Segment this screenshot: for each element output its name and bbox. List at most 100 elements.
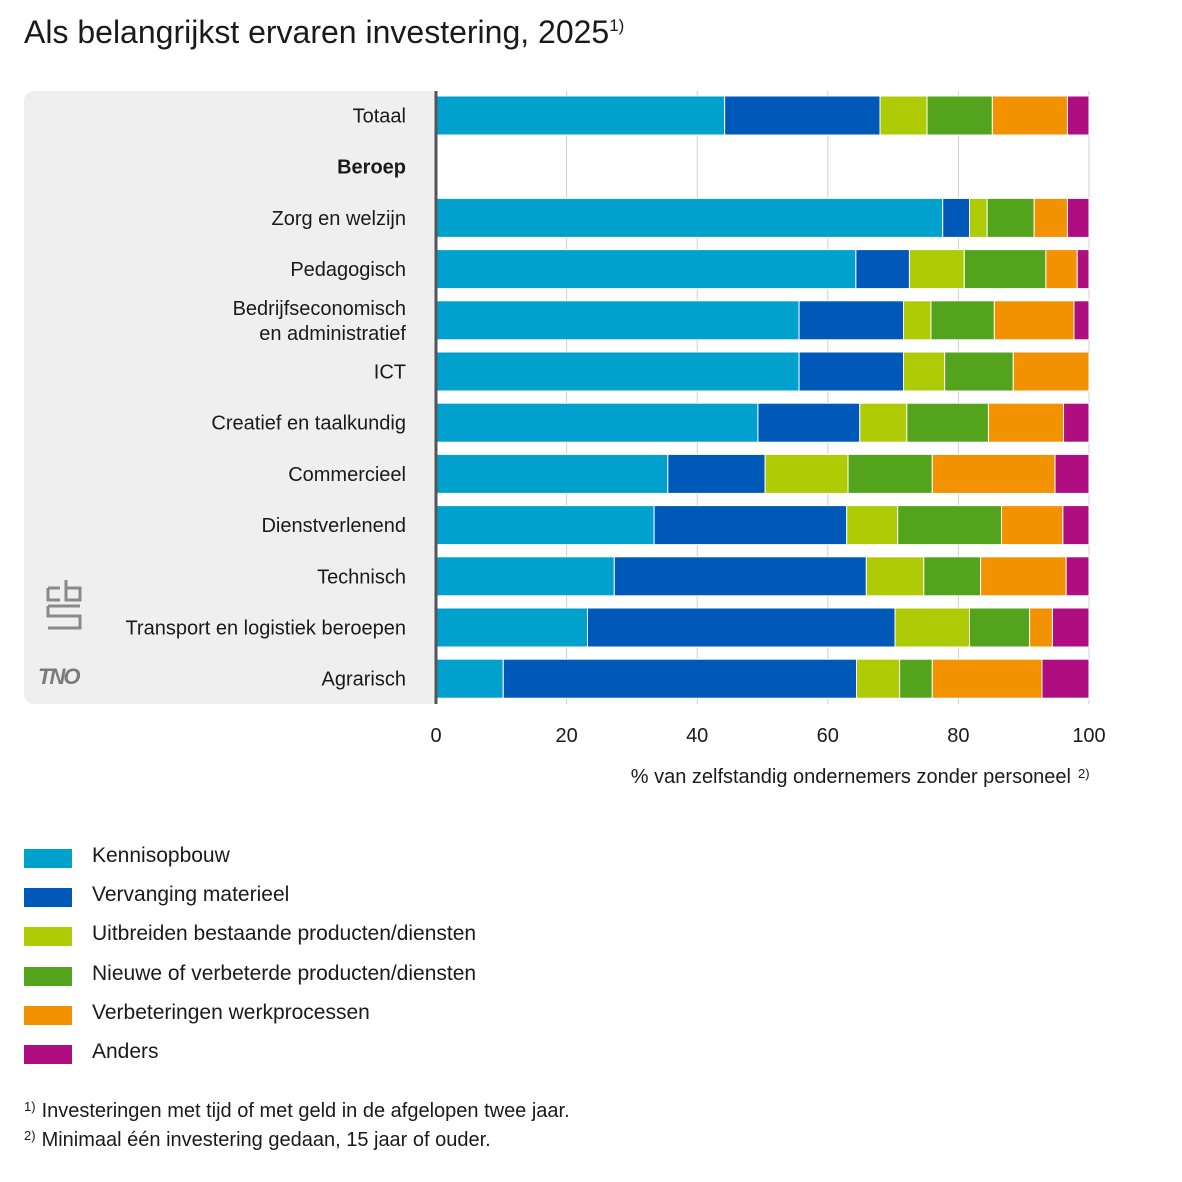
category-label-8: Dienstverlenend bbox=[261, 515, 406, 537]
category-labels: Totaal Beroep Zorg en welzijn Pedagogisch Be… bbox=[125, 106, 406, 691]
legend-label-1: Vervanging materieel bbox=[92, 883, 290, 907]
category-label-10: Transport en logistiek beroepen bbox=[125, 618, 406, 640]
bar-segment-3-4: Pedagogisch — Verbeteringen werkprocesse… bbox=[1045, 249, 1078, 290]
footnotes: 1) Investeringen met tijd of met geld in … bbox=[24, 1099, 570, 1158]
bar-segment-0-2: Totaal — Uitbreiden bestaande producten/… bbox=[879, 95, 928, 136]
footnote-1: 1) Investeringen met tijd of met geld in … bbox=[24, 1099, 570, 1129]
bar-segment-6-1: Creatief en taalkundig — Vervanging mate… bbox=[757, 402, 861, 443]
legend-label-0: Kennisopbouw bbox=[92, 844, 230, 867]
plot-area-background bbox=[436, 91, 1091, 704]
bar-segment-0-1: Totaal — Vervanging materieel: 23.8 bbox=[724, 95, 881, 136]
bar-segment-3-5: Pedagogisch — Anders: 1.8 bbox=[1076, 249, 1090, 290]
category-label-11: Agrarisch bbox=[322, 669, 406, 691]
bar-segment-2-2: Zorg en welzijn — Uitbreiden bestaande p… bbox=[969, 197, 988, 238]
bar-segment-11-2: Agrarisch — Uitbreiden bestaande product… bbox=[856, 658, 901, 699]
x-tick-label-60: 60 bbox=[817, 725, 839, 747]
category-label-0: Totaal bbox=[353, 106, 406, 128]
bar-segment-9-3: Technisch — Nieuwe of verbeterde product… bbox=[923, 556, 982, 597]
bar-segment-4-5: Bedrijfseconomisch en administratief — A… bbox=[1073, 300, 1090, 341]
x-axis-title: % van zelfstandig ondernemers zonder per… bbox=[631, 766, 1071, 788]
bar-segment-6-3: Creatief en taalkundig — Nieuwe of verbe… bbox=[906, 402, 989, 443]
bar-segment-10-3: Transport en logistiek beroepen — Nieuwe… bbox=[969, 607, 1031, 648]
bar-segment-2-1: Zorg en welzijn — Vervanging materieel: … bbox=[942, 197, 971, 238]
bar-segment-11-4: Agrarisch — Verbeteringen werkprocessen:… bbox=[931, 658, 1043, 699]
bar-segment-8-1: Dienstverlenend — Vervanging materieel: … bbox=[653, 505, 848, 546]
bar-segment-3-0: Pedagogisch — Kennisopbouw: 64.3 bbox=[435, 249, 857, 290]
bar-segment-5-1: ICT — Vervanging materieel: 16 bbox=[798, 351, 905, 392]
x-tick-label-100: 100 bbox=[1072, 725, 1105, 747]
legend-label-3: Nieuwe of verbeterde producten/diensten bbox=[92, 961, 477, 985]
bar-segment-0-5: Totaal — Anders: 3.3 bbox=[1066, 95, 1090, 136]
x-tick-label-80: 80 bbox=[947, 725, 969, 747]
category-label-2: Zorg en welzijn bbox=[271, 208, 406, 230]
bar-segment-10-4: Transport en logistiek beroepen — Verbet… bbox=[1029, 607, 1053, 648]
bar-segment-10-0: Transport en logistiek beroepen — Kennis… bbox=[435, 607, 588, 648]
gridlines bbox=[566, 91, 1090, 704]
bar-segment-2-5: Zorg en welzijn — Anders: 3.3 bbox=[1066, 197, 1090, 238]
bar-segment-8-4: Dienstverlenend — Verbeteringen werkproc… bbox=[1000, 505, 1064, 546]
bar-segment-7-1: Commercieel — Vervanging materieel: 14.9 bbox=[667, 453, 766, 494]
bar-segment-11-5: Agrarisch — Anders: 7.2 bbox=[1041, 658, 1090, 699]
bar-segment-9-0: Technisch — Kennisopbouw: 27.3 bbox=[435, 556, 615, 597]
bar-segment-3-3: Pedagogisch — Nieuwe of verbeterde produ… bbox=[963, 249, 1047, 290]
bar-segment-7-4: Commercieel — Verbeteringen werkprocesse… bbox=[931, 453, 1056, 494]
bar-segment-10-5: Transport en logistiek beroepen — Anders… bbox=[1051, 607, 1090, 648]
bar-segment-11-1: Agrarisch — Vervanging materieel: 54.1 bbox=[502, 658, 858, 699]
bar-segment-11-3: Agrarisch — Nieuwe of verbeterde product… bbox=[899, 658, 933, 699]
bar-segment-2-3: Zorg en welzijn — Nieuwe of verbeterde p… bbox=[986, 197, 1035, 238]
bar-segment-3-1: Pedagogisch — Vervanging materieel: 8.2 bbox=[855, 249, 910, 290]
footnote-2-text: Minimaal één investering gedaan, 15 jaar… bbox=[41, 1129, 491, 1151]
bar-segment-0-3: Totaal — Nieuwe of verbeterde producten/… bbox=[926, 95, 993, 136]
bar-segment-10-2: Transport en logistiek beroepen — Uitbre… bbox=[894, 607, 971, 648]
chart-title: Als belangrijkst ervaren investering, 20… bbox=[24, 14, 624, 51]
bar-segment-5-2: ICT — Uitbreiden bestaande producten/die… bbox=[903, 351, 946, 392]
chart: Totaal — Kennisopbouw: 44.2Totaal — Verv… bbox=[24, 91, 1106, 788]
bar-segment-9-4: Technisch — Verbeteringen werkprocessen:… bbox=[980, 556, 1067, 597]
bar-segment-11-0: Agrarisch — Kennisopbouw: 10.3 bbox=[435, 658, 504, 699]
bar-segment-6-5: Creatief en taalkundig — Anders: 3.9 bbox=[1063, 402, 1090, 443]
bar-segment-2-4: Zorg en welzijn — Verbeteringen werkproc… bbox=[1033, 197, 1068, 238]
bar-segment-8-5: Dienstverlenend — Anders: 4 bbox=[1062, 505, 1090, 546]
bar-segment-7-5: Commercieel — Anders: 5.2 bbox=[1054, 453, 1090, 494]
x-tick-label-20: 20 bbox=[555, 725, 577, 747]
bar-segment-3-2: Pedagogisch — Uitbreiden bestaande produ… bbox=[908, 249, 965, 290]
bar-segment-7-3: Commercieel — Nieuwe of verbeterde produ… bbox=[847, 453, 933, 494]
bar-segment-4-0: Bedrijfseconomisch en administratief — K… bbox=[435, 300, 800, 341]
legend-swatch-5 bbox=[24, 1044, 72, 1064]
footnote-1-mark: 1) bbox=[24, 1099, 36, 1114]
bar-segment-7-2: Commercieel — Uitbreiden bestaande produ… bbox=[764, 453, 849, 494]
category-label-9: Technisch bbox=[317, 566, 406, 588]
bar-segment-8-2: Dienstverlenend — Uitbreiden bestaande p… bbox=[846, 505, 899, 546]
category-label-6: Creatief en taalkundig bbox=[211, 413, 406, 435]
bar-segment-5-3: ICT — Nieuwe of verbeterde producten/die… bbox=[944, 351, 1014, 392]
bar-segment-0-0: Totaal — Kennisopbouw: 44.2 bbox=[435, 95, 726, 136]
legend-swatch-2 bbox=[24, 927, 72, 947]
bar-segment-4-4: Bedrijfseconomisch en administratief — V… bbox=[993, 300, 1075, 341]
bar-segment-9-2: Technisch — Uitbreiden bestaande product… bbox=[865, 556, 925, 597]
footnote-1-text: Investeringen met tijd of met geld in de… bbox=[41, 1100, 570, 1122]
chart-title-footnote-mark: 1) bbox=[609, 16, 625, 35]
legend-label-4: Verbeteringen werkprocessen bbox=[92, 1000, 370, 1024]
x-axis-title-text: % van zelfstandig ondernemers zonder per… bbox=[631, 766, 1071, 788]
bar-segment-6-4: Creatief en taalkundig — Verbeteringen w… bbox=[987, 402, 1065, 443]
tno-logo: TNO bbox=[38, 664, 80, 689]
bar-segment-8-3: Dienstverlenend — Nieuwe of verbeterde p… bbox=[897, 505, 1002, 546]
bar-segment-10-1: Transport en logistiek beroepen — Vervan… bbox=[586, 607, 896, 648]
x-axis-title-footnote-mark: 2) bbox=[1078, 766, 1090, 781]
chart-title-text: Als belangrijkst ervaren investering, 20… bbox=[24, 14, 610, 50]
x-tick-label-0: 0 bbox=[430, 725, 441, 747]
bar-segment-5-0: ICT — Kennisopbouw: 55.6 bbox=[435, 351, 800, 392]
bar-segment-7-0: Commercieel — Kennisopbouw: 35.5 bbox=[435, 453, 669, 494]
bars: Totaal — Kennisopbouw: 44.2Totaal — Verv… bbox=[435, 95, 1090, 699]
category-label-5: ICT bbox=[374, 362, 406, 384]
bar-segment-8-0: Dienstverlenend — Kennisopbouw: 33.4 bbox=[435, 505, 655, 546]
bar-segment-5-4: ICT — Verbeteringen werkprocessen: 11.6 bbox=[1012, 351, 1090, 392]
bar-segment-6-2: Creatief en taalkundig — Uitbreiden best… bbox=[859, 402, 908, 443]
legend-swatch-4 bbox=[24, 1005, 72, 1025]
category-label-7: Commercieel bbox=[288, 464, 406, 486]
bar-segment-0-4: Totaal — Verbeteringen werkprocessen: 11… bbox=[991, 95, 1068, 136]
category-label-1: Beroep bbox=[337, 157, 406, 179]
legend-swatch-0 bbox=[24, 849, 72, 868]
legend-swatch-3 bbox=[24, 966, 72, 986]
legend-swatch-1 bbox=[24, 888, 72, 908]
